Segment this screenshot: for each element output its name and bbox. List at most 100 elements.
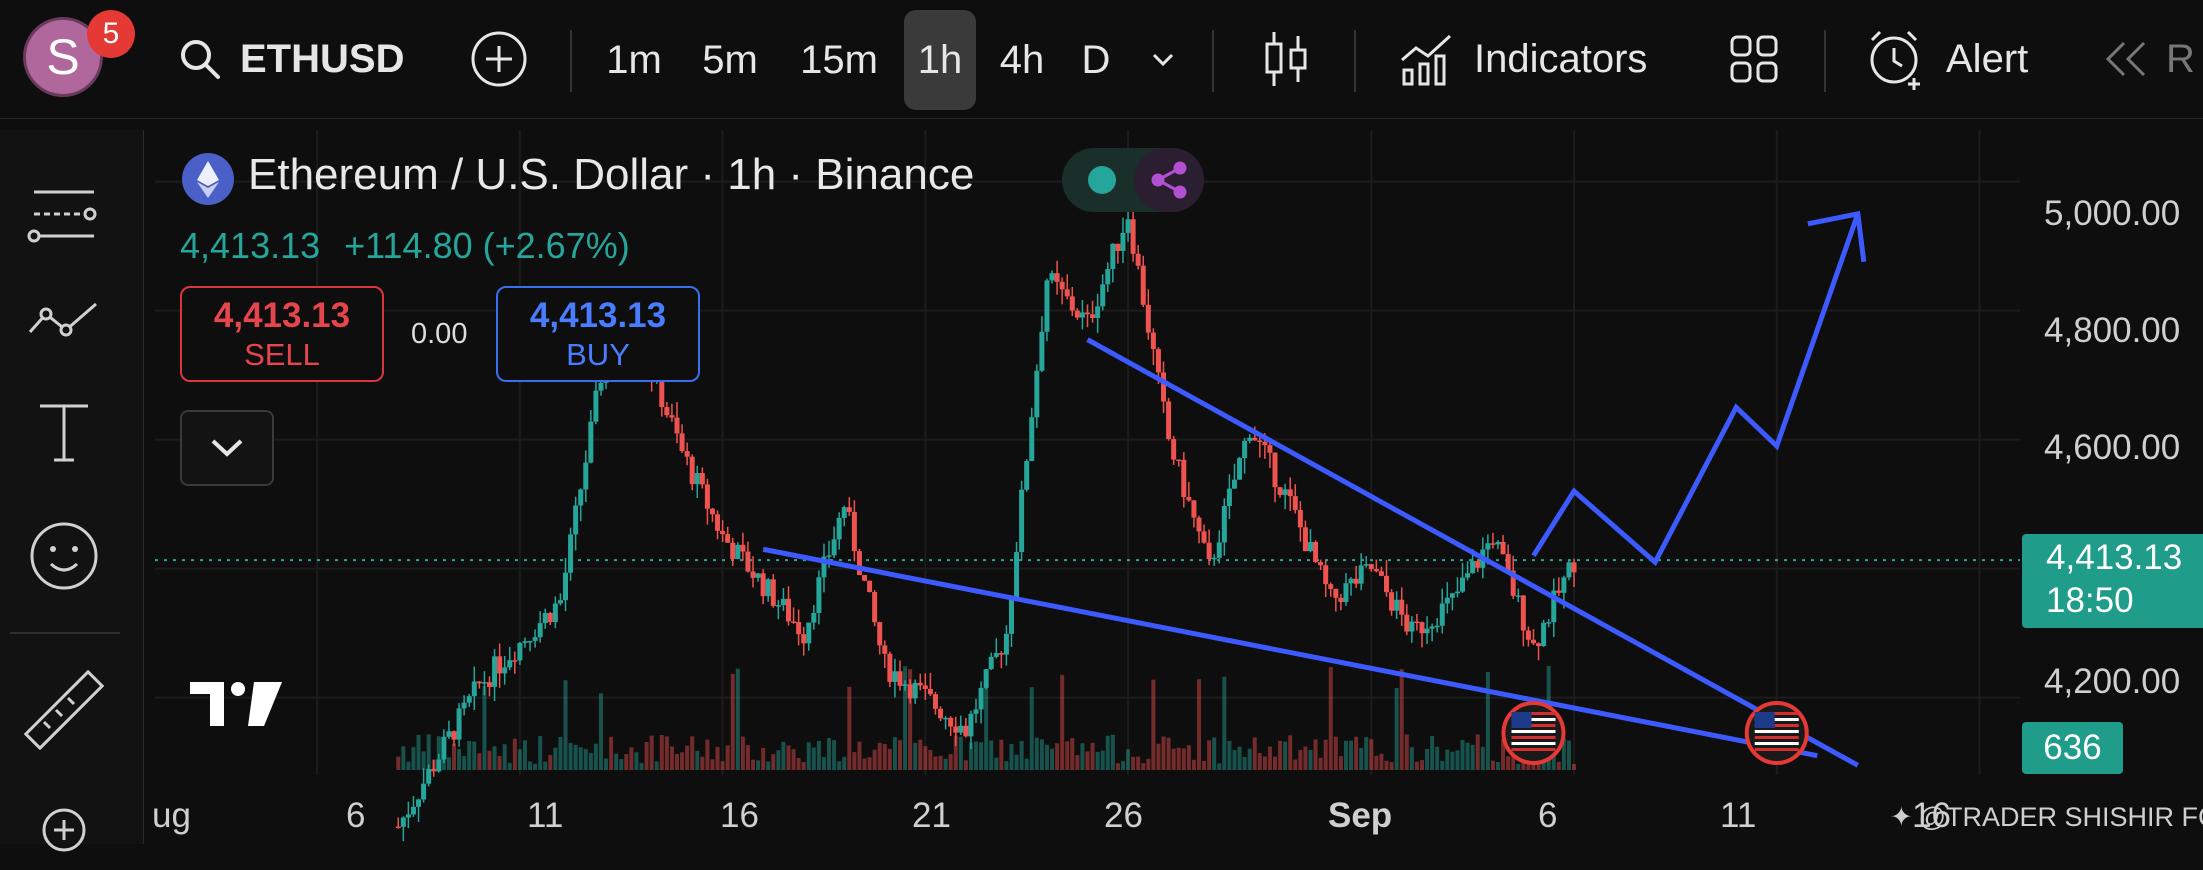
candle-body: [1014, 552, 1020, 598]
replay-label: R: [2166, 36, 2195, 81]
volume-bar: [467, 741, 472, 770]
volume-bar: [1085, 751, 1090, 770]
candle-body: [481, 682, 487, 684]
candle-body: [1399, 599, 1405, 615]
volume-bar: [1399, 669, 1404, 770]
volume-bar: [649, 735, 654, 770]
timeframe-label: 15m: [800, 37, 878, 82]
emoji-icon[interactable]: [24, 516, 104, 596]
indicators-button[interactable]: Indicators: [1398, 0, 1647, 118]
search-icon: [181, 40, 220, 79]
candle-body: [1003, 633, 1009, 655]
volume-bar: [685, 745, 690, 770]
candle-body: [1348, 578, 1354, 584]
volume-bar: [1141, 763, 1146, 770]
sell-label: SELL: [244, 337, 320, 372]
timeframe-5m[interactable]: 5m: [692, 10, 768, 110]
volume-bar: [1075, 755, 1080, 770]
candle-body: [968, 713, 974, 737]
symbol-search-button[interactable]: ETHUSD: [176, 0, 404, 118]
candle-body: [593, 390, 599, 422]
candle-body: [1384, 575, 1390, 593]
candle-body: [1525, 630, 1531, 640]
candle-body: [983, 669, 989, 688]
candle-body: [730, 542, 736, 560]
volume-bar: [644, 742, 649, 770]
volume-bar: [1389, 762, 1394, 770]
timeframe-1h[interactable]: 1h: [904, 10, 976, 110]
volume-bar: [654, 761, 659, 770]
volume-bar: [522, 740, 527, 770]
volume-bar: [497, 756, 502, 770]
candle-body: [456, 708, 462, 740]
volume-bar: [512, 738, 517, 770]
alert-button[interactable]: Alert: [1864, 0, 2028, 118]
timeframe-d[interactable]: D: [1076, 10, 1116, 110]
x-axis-label: 16: [1912, 796, 1951, 835]
compare-symbol-button[interactable]: [469, 0, 529, 118]
volume-bar: [1151, 679, 1156, 770]
candle-body: [694, 472, 700, 485]
candle-body: [927, 688, 933, 695]
candle-body: [1277, 487, 1283, 495]
fib-retracement-icon[interactable]: [24, 178, 104, 258]
candle-body: [993, 653, 999, 657]
volume-bar: [1475, 734, 1480, 770]
candle-body: [486, 682, 492, 687]
last-price: 4,413.13: [180, 225, 321, 266]
volume-bar: [578, 747, 583, 770]
replay-button[interactable]: R: [2100, 0, 2195, 118]
candle-body: [1019, 489, 1025, 553]
candle-body: [785, 598, 791, 622]
candle-body: [917, 682, 923, 686]
candle-body: [755, 573, 761, 578]
candle-body: [1333, 588, 1339, 598]
timeframe-4h[interactable]: 4h: [994, 10, 1050, 110]
timeframe-1m[interactable]: 1m: [596, 10, 672, 110]
volume-bar: [918, 739, 923, 770]
volume-bar: [1232, 750, 1237, 770]
volume-bar: [1490, 760, 1495, 770]
volume-bar: [609, 736, 614, 770]
candle-body: [1211, 557, 1217, 560]
chart-type-button[interactable]: [1262, 0, 1310, 118]
x-axis-label: 11: [1720, 796, 1757, 835]
candle-body: [1059, 281, 1065, 290]
candle-body: [953, 726, 959, 733]
text-tool-icon[interactable]: [24, 392, 104, 472]
candle-body: [851, 511, 857, 552]
volume-bar: [624, 754, 629, 770]
volume-bar: [690, 736, 695, 770]
volume-bar: [1273, 756, 1278, 770]
volume-bar: [487, 750, 492, 770]
volume-bar: [436, 736, 441, 770]
volume-bars: [396, 665, 1577, 770]
volume-bar: [477, 753, 482, 770]
volume-bar: [1384, 760, 1389, 770]
templates-button[interactable]: [1729, 0, 1779, 118]
market-status-pill[interactable]: [1062, 148, 1204, 212]
candle-body: [1460, 577, 1466, 592]
timeframe-15m[interactable]: 15m: [790, 10, 888, 110]
ruler-icon[interactable]: [24, 670, 104, 750]
volume-bar: [710, 759, 715, 770]
author-watermark: ✦@TRADER SHISHIR FCS: [1890, 802, 2203, 833]
buy-button[interactable]: 4,413.13 BUY: [496, 286, 700, 382]
candle-body: [1323, 565, 1329, 585]
volume-bar: [1496, 762, 1501, 770]
sell-price: 4,413.13: [213, 296, 351, 335]
volume-bar: [1257, 752, 1262, 770]
trendline-icon[interactable]: [24, 280, 104, 360]
candle-body: [502, 667, 508, 674]
candle-body: [1186, 497, 1192, 501]
order-panel-toggle[interactable]: [180, 410, 274, 486]
candle-body: [1044, 280, 1050, 332]
candle-body: [1551, 590, 1557, 623]
chart-legend-title[interactable]: Ethereum / U.S. Dollar · 1h · Binance: [248, 150, 975, 199]
price-chart[interactable]: [0, 0, 2203, 844]
candle-body: [821, 556, 827, 578]
sell-button[interactable]: 4,413.13 SELL: [180, 286, 384, 382]
candle-body: [471, 681, 477, 697]
candle-body: [1024, 461, 1030, 490]
timeframe-more-button[interactable]: [1148, 0, 1178, 118]
